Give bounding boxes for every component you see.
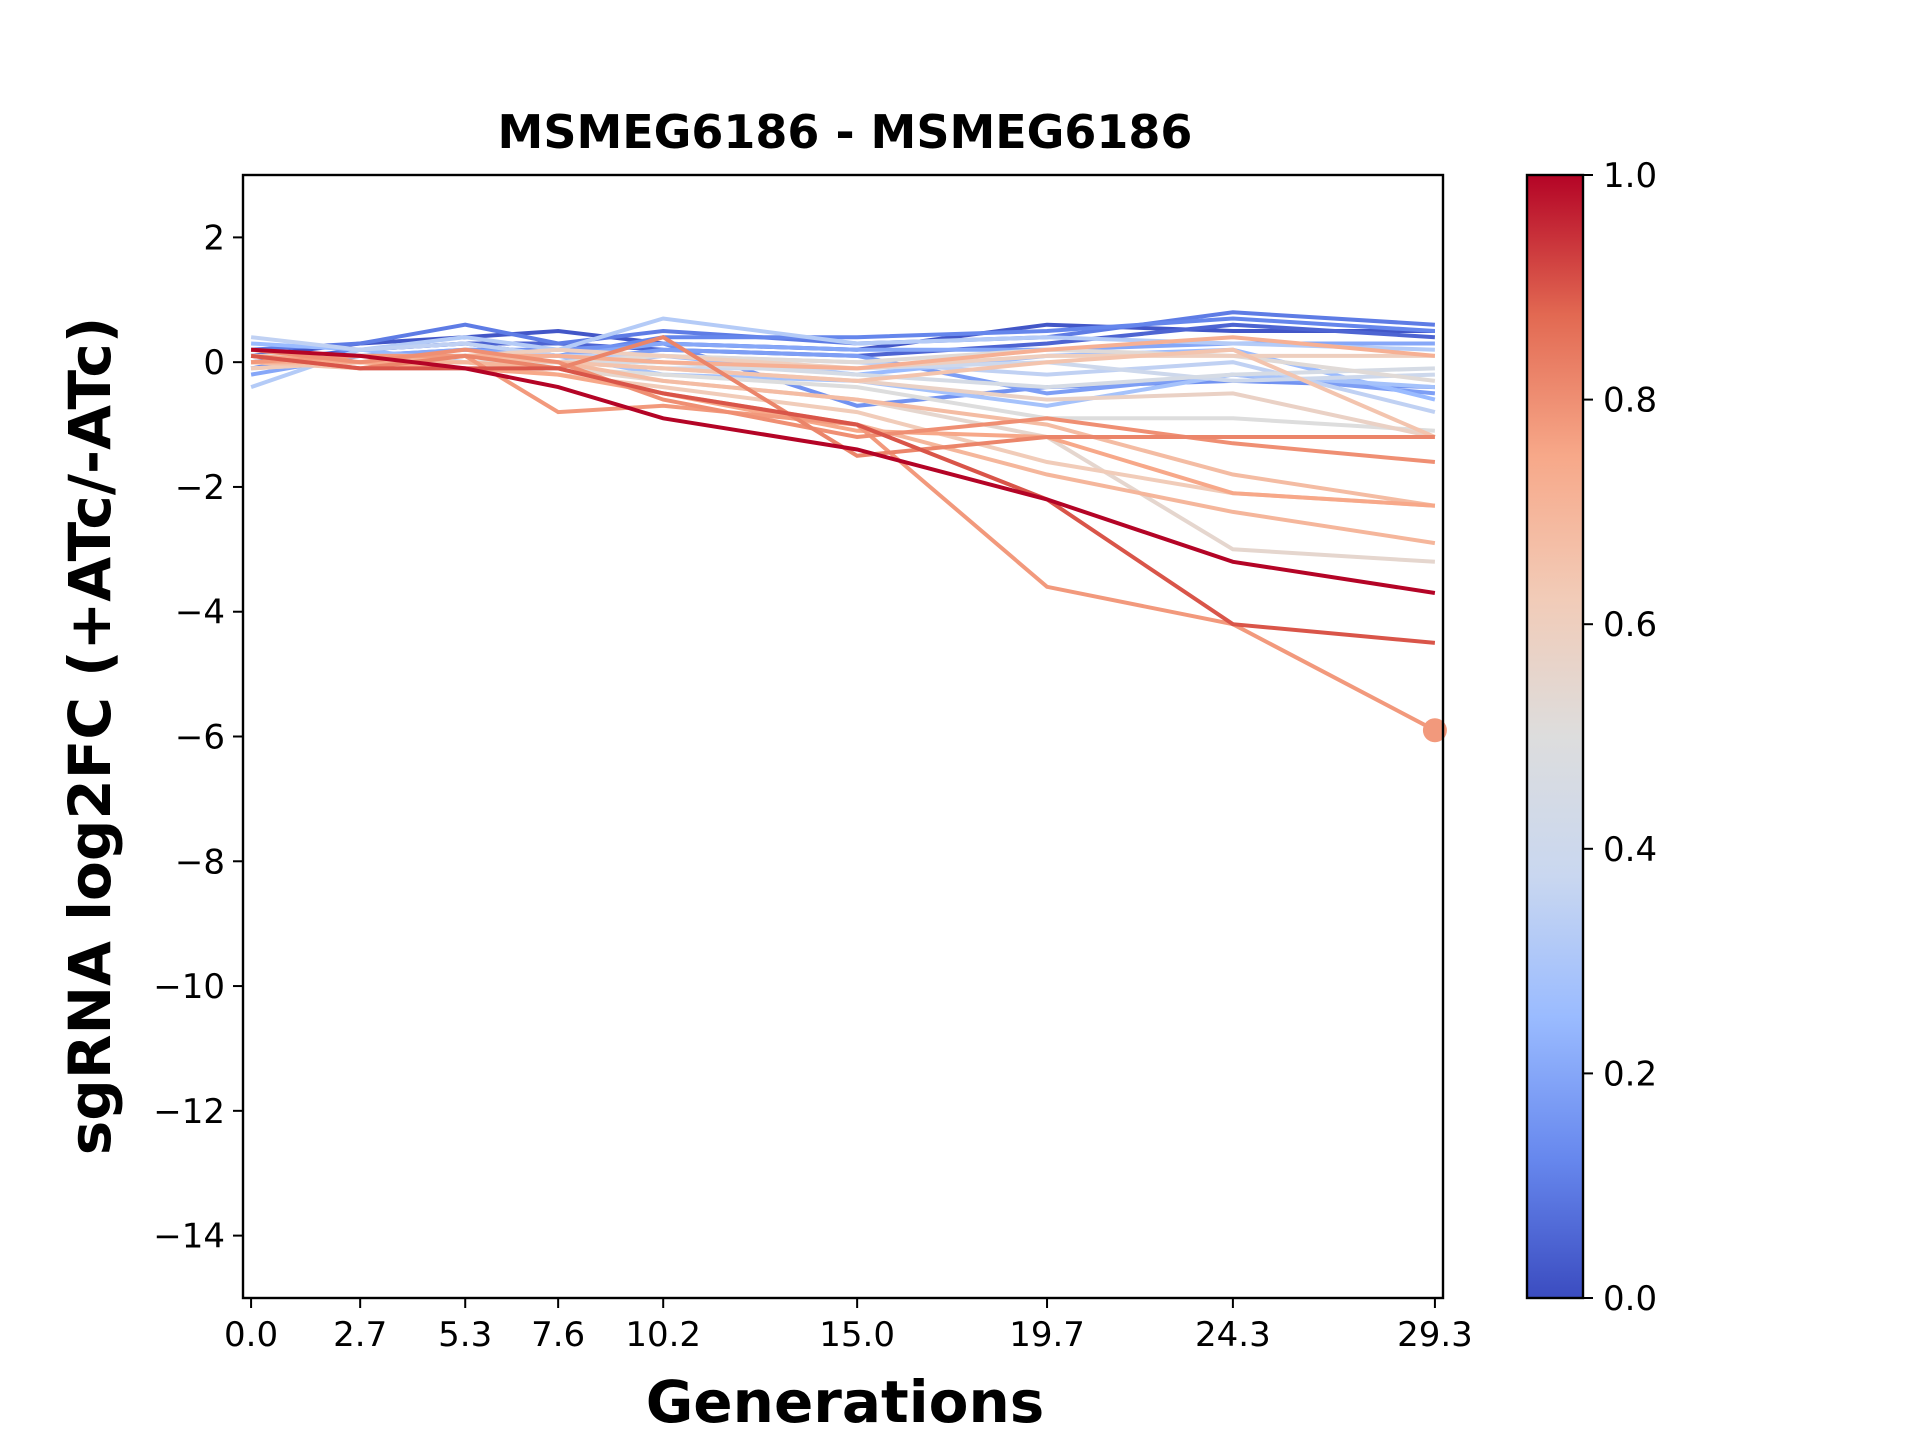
y-tick-label: −6: [175, 718, 225, 758]
y-axis-label: sgRNA log2FC (+ATc/-ATc): [56, 317, 124, 1155]
x-tick-label: 29.3: [1397, 1315, 1473, 1355]
y-tick-label: −8: [175, 842, 225, 882]
series-line-25: [250, 347, 1436, 464]
y-tick-label: 2: [203, 218, 225, 258]
y-tick-label: −2: [175, 468, 225, 508]
colorbar-ticks: 1.0 0.8 0.6 0.4 0.2 0.0: [1583, 156, 1657, 1319]
x-tick-label: 10.2: [625, 1315, 701, 1355]
x-tick-label: 5.3: [438, 1315, 492, 1355]
y-tick-label: −10: [153, 967, 225, 1007]
x-axis-label: Generations: [646, 1368, 1045, 1436]
x-tick-label: 24.3: [1195, 1315, 1271, 1355]
series-lines: [250, 310, 1436, 733]
x-tick-label: 2.7: [333, 1315, 387, 1355]
series-line-27: [250, 353, 1436, 645]
colorbar-tick-label: 0.4: [1603, 830, 1657, 870]
x-tick-label: 15.0: [819, 1315, 895, 1355]
y-axis-ticks: 2 0 −2 −4 −6 −8 −10 −12 −14: [153, 218, 243, 1257]
highlight-point: [1422, 718, 1447, 743]
y-tick-label: −12: [153, 1092, 225, 1132]
colorbar-tick-label: 0.2: [1603, 1054, 1657, 1094]
x-tick-label: 0.0: [224, 1315, 278, 1355]
chart-title: MSMEG6186 - MSMEG6186: [498, 105, 1193, 159]
colorbar-tick-label: 1.0: [1603, 156, 1657, 196]
x-axis-ticks: 0.0 2.7 5.3 7.6 10.2 15.0 19.7 24.3 29.3: [224, 1298, 1473, 1355]
series-line-24: [250, 353, 1436, 733]
colorbar-tick-label: 0.6: [1603, 605, 1657, 645]
colorbar-tick-label: 0.0: [1603, 1279, 1657, 1319]
series-line-28: [250, 347, 1436, 595]
y-tick-label: −14: [153, 1217, 225, 1257]
series-line-2: [250, 310, 1436, 352]
highlight-point-layer: [1422, 718, 1447, 743]
colorbar: [1525, 173, 1585, 1300]
y-tick-label: 0: [203, 343, 225, 383]
x-tick-label: 19.7: [1009, 1315, 1085, 1355]
y-tick-label: −4: [175, 593, 225, 633]
colorbar-tick-label: 0.8: [1603, 381, 1657, 421]
series-line-21: [251, 360, 1436, 546]
series-line-26: [250, 335, 1435, 458]
x-tick-label: 7.6: [531, 1315, 585, 1355]
